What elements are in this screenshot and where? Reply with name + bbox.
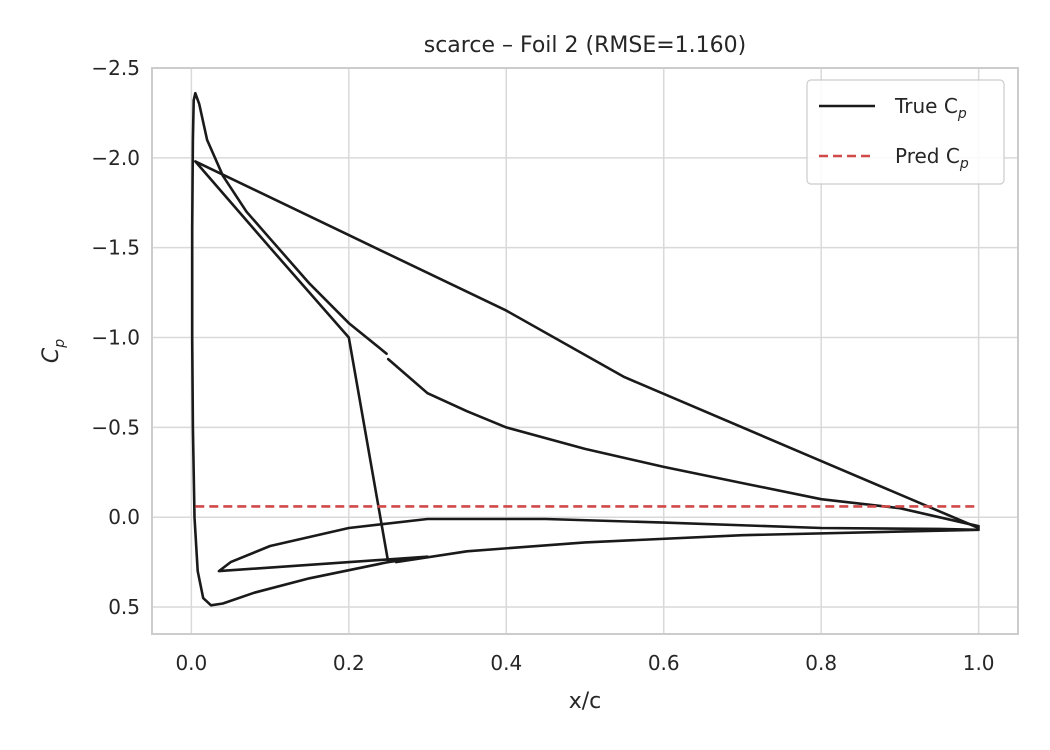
x-tick-label: 0.8 [805, 651, 837, 675]
legend-label-pred-main: Pred C [895, 144, 960, 168]
true-cp-line-segment-1 [217, 517, 980, 573]
chart-title: scarce – Foil 2 (RMSE=1.160) [424, 33, 746, 58]
grid [152, 67, 1018, 634]
y-tick-label: −2.0 [91, 146, 140, 170]
legend-label-pred: Pred Cp [895, 144, 969, 172]
y-tick-label: −1.0 [91, 326, 140, 350]
x-tick-label: 0.0 [175, 651, 207, 675]
series-layer [190, 91, 980, 607]
legend-label-true-sub: p [957, 106, 967, 122]
y-axis-label-sub: p [52, 339, 68, 349]
x-tick-labels: 0.0 0.2 0.4 0.6 0.8 1.0 [175, 651, 994, 675]
legend-label-true-main: True C [894, 94, 958, 118]
x-tick-label: 1.0 [963, 651, 995, 675]
y-tick-label: −1.5 [91, 236, 140, 260]
y-tick-label: −2.5 [91, 56, 140, 80]
y-axis-label: Cp [39, 339, 68, 363]
x-tick-label: 0.4 [490, 651, 522, 675]
true-cp-line-segment-2 [190, 91, 390, 607]
x-axis-label: x/c [569, 689, 602, 714]
legend: True Cp Pred Cp [806, 79, 1005, 185]
y-tick-labels: −2.5 −2.0 −1.5 −1.0 −0.5 0.0 0.5 [91, 56, 140, 619]
y-tick-label: 0.5 [108, 595, 140, 619]
legend-label-pred-sub: p [959, 156, 969, 172]
y-tick-label: −0.5 [91, 415, 140, 439]
x-tick-label: 0.2 [333, 651, 365, 675]
y-tick-label: 0.0 [108, 505, 140, 529]
true-cp-line-segment-3 [386, 357, 980, 528]
legend-label-true: True Cp [894, 94, 967, 122]
x-tick-label: 0.6 [648, 651, 680, 675]
y-axis-label-main: C [39, 347, 64, 363]
plot-area-frame [151, 67, 1019, 635]
true-cp-line-segment-0 [194, 160, 980, 564]
